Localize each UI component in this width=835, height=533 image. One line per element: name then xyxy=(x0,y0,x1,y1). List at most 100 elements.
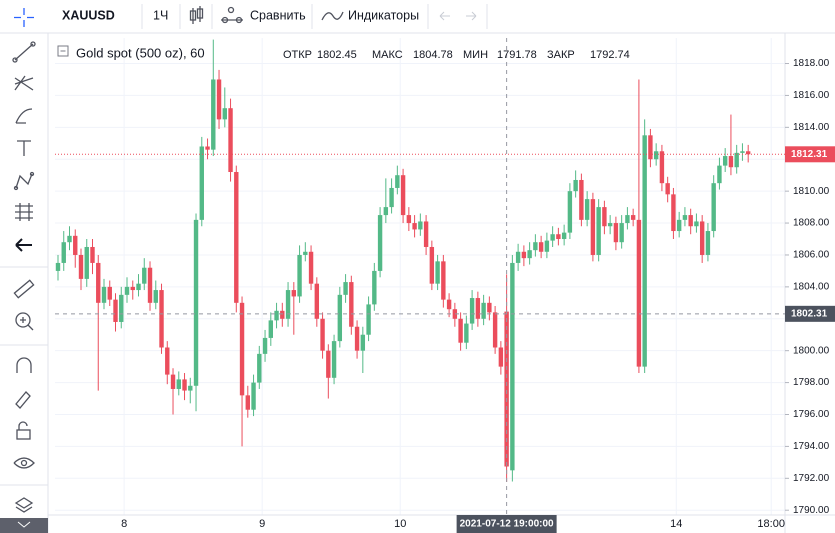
chart-title: Gold spot (500 oz), 60 xyxy=(76,45,205,60)
candle-body xyxy=(280,310,285,319)
candle-body xyxy=(676,219,682,232)
candle-body xyxy=(239,302,245,396)
candle-body xyxy=(383,207,389,216)
symbol[interactable]: XAUUSD xyxy=(62,8,115,22)
lock-drawing-tool[interactable] xyxy=(15,391,31,409)
undo-button[interactable] xyxy=(439,11,450,21)
candle-body xyxy=(584,199,590,220)
candle-body xyxy=(642,135,647,367)
candle-body xyxy=(682,215,688,220)
candle-body xyxy=(245,395,250,410)
candle-body xyxy=(705,231,711,255)
candle-body xyxy=(222,108,227,120)
candle-body xyxy=(211,79,216,150)
candle-body xyxy=(308,251,314,284)
candle-body xyxy=(285,290,291,319)
lock-tool[interactable] xyxy=(16,421,31,440)
candle-body xyxy=(464,323,469,343)
text-tool[interactable] xyxy=(17,140,31,156)
candle-body xyxy=(521,251,527,259)
candle-body xyxy=(688,215,693,227)
compare-button[interactable]: Сравнить xyxy=(250,8,306,22)
candle-body xyxy=(147,267,153,303)
candle-body xyxy=(142,267,147,284)
candle-body xyxy=(107,286,112,300)
candle-body xyxy=(331,341,337,378)
candle-body xyxy=(435,261,440,284)
candle-body xyxy=(349,282,354,327)
candle-body xyxy=(320,318,325,351)
candle-body xyxy=(596,207,601,255)
candle-body xyxy=(205,146,210,150)
last-price-box xyxy=(785,146,835,163)
crosshair-price-label: 1802.31 xyxy=(791,308,828,319)
candle-body xyxy=(556,234,561,240)
candle-body xyxy=(326,350,331,378)
crosshair-tool[interactable] xyxy=(14,8,34,27)
candle-body xyxy=(527,250,532,259)
y-tick-label: 1810.00 xyxy=(793,186,830,197)
candle-body xyxy=(119,294,124,322)
x-tick-label: 10 xyxy=(394,518,406,530)
candle-body xyxy=(395,175,400,188)
candle-body xyxy=(389,187,394,208)
back-tool[interactable] xyxy=(15,238,32,252)
plot xyxy=(55,38,785,515)
trend-line-tool[interactable] xyxy=(12,41,36,63)
crosshair-time-box xyxy=(456,515,557,533)
candle-body xyxy=(550,234,555,241)
pattern-tool[interactable] xyxy=(13,171,35,191)
interval[interactable]: 1Ч xyxy=(153,8,168,22)
collapse-button[interactable] xyxy=(57,45,69,57)
legend-label: МИН xyxy=(463,49,488,61)
candle-body xyxy=(216,79,222,120)
layers-tool[interactable] xyxy=(14,497,34,513)
prediction-tool[interactable] xyxy=(15,203,33,221)
legend-value: 1804.78 xyxy=(413,49,453,61)
visibility-tool[interactable] xyxy=(13,457,35,469)
candle-body xyxy=(297,254,302,297)
candle-body xyxy=(734,152,739,168)
candle-body xyxy=(573,179,578,192)
redo-button[interactable] xyxy=(466,11,477,21)
candle-body xyxy=(153,290,158,303)
candle-body xyxy=(469,298,475,324)
magnet-tool[interactable] xyxy=(16,357,32,373)
candle-body xyxy=(452,309,458,319)
candle-body xyxy=(377,215,383,271)
candle-body xyxy=(492,312,498,348)
candle-body xyxy=(262,337,268,354)
y-tick-label: 1808.00 xyxy=(793,218,830,229)
indicators-button[interactable]: Индикаторы xyxy=(348,8,419,22)
candle-body xyxy=(515,251,521,263)
candle-body xyxy=(406,215,412,224)
compare-icon[interactable] xyxy=(221,6,243,24)
zoom-tool[interactable] xyxy=(15,312,34,331)
candle-body xyxy=(544,240,550,252)
candle-body xyxy=(418,221,423,230)
candle-body xyxy=(268,320,274,338)
ruler-tool[interactable] xyxy=(13,279,35,299)
sidebar-toggle[interactable] xyxy=(0,518,48,533)
legend-label: ОТКР xyxy=(283,49,312,61)
candle-body xyxy=(291,290,297,297)
candle-body xyxy=(78,254,84,279)
candle-body xyxy=(636,219,642,367)
candle-body xyxy=(561,232,567,240)
fib-tool[interactable] xyxy=(14,75,34,91)
brush-tool[interactable] xyxy=(15,108,33,124)
candle-body xyxy=(234,172,239,303)
candle-body xyxy=(274,310,279,321)
candle-body xyxy=(602,207,607,227)
candle-body xyxy=(228,108,233,173)
candle-body xyxy=(412,223,417,230)
chart-style-button[interactable] xyxy=(189,6,204,24)
candle-body xyxy=(372,270,377,305)
candle-body xyxy=(360,334,366,351)
grid xyxy=(55,38,785,515)
indicators-icon[interactable] xyxy=(321,11,344,21)
candle-body xyxy=(84,246,89,279)
candle-body xyxy=(113,299,118,322)
candle-body xyxy=(510,262,515,471)
